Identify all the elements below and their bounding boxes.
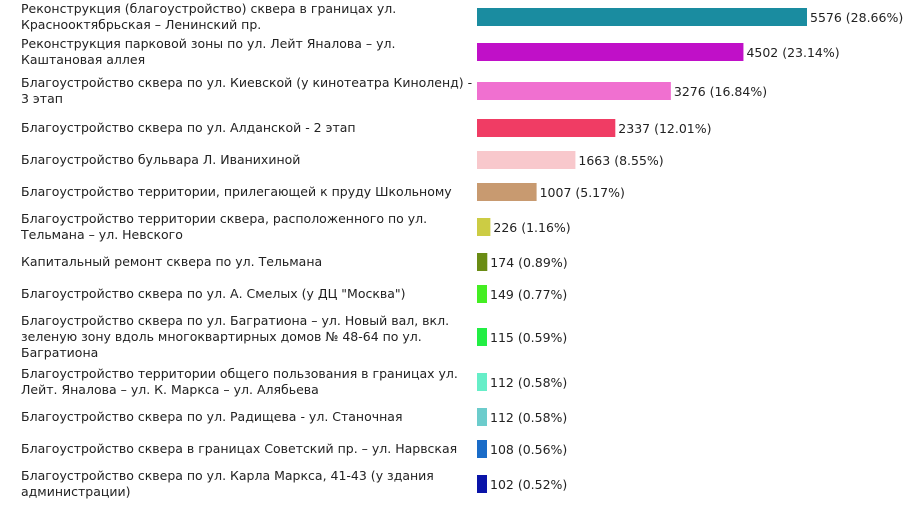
value-label: 115 (0.59%) (490, 330, 567, 345)
value-label: 112 (0.58%) (490, 410, 567, 425)
category-label-line: Тельмана – ул. Невского (20, 227, 183, 242)
bar (477, 119, 616, 137)
category-label: Благоустройство территории сквера, распо… (20, 211, 427, 242)
category-label: Благоустройство сквера в границах Советс… (21, 441, 457, 456)
category-label: Реконструкция парковой зоны по ул. Лейт … (21, 36, 395, 67)
value-label: 108 (0.56%) (490, 442, 567, 457)
bar (477, 328, 487, 346)
value-label: 1663 (8.55%) (578, 153, 663, 168)
category-label-line: Благоустройство сквера по ул. Багратиона… (21, 313, 449, 328)
category-label-line: Благоустройство сквера по ул. А. Смелых … (21, 286, 406, 301)
category-label-line: Багратиона (21, 345, 98, 360)
bar (477, 82, 671, 100)
category-label: Благоустройство сквера по ул. Киевской (… (21, 75, 472, 106)
category-label: Благоустройство сквера по ул. Багратиона… (21, 313, 449, 360)
category-label: Благоустройство бульвара Л. Иванихиной (21, 152, 300, 167)
bar (477, 408, 487, 426)
category-label-line: Благоустройство сквера по ул. Алданской … (21, 120, 356, 135)
category-label-line: Краснооктябрьская – Ленинский пр. (21, 17, 261, 32)
category-label-line: Лейт. Яналова – ул. К. Маркса – ул. Аляб… (21, 382, 319, 397)
bar (477, 151, 576, 169)
category-label-line: Благоустройство территории, прилегающей … (21, 184, 452, 199)
category-label-line: Благоустройство сквера по ул. Киевской (… (21, 75, 472, 90)
value-label: 174 (0.89%) (490, 255, 567, 270)
bar (477, 218, 491, 236)
category-label-line: Благоустройство сквера по ул. Карла Марк… (21, 468, 434, 483)
bar (477, 373, 487, 391)
value-label: 226 (1.16%) (493, 220, 570, 235)
category-label-line: Капитальный ремонт сквера по ул. Тельман… (21, 254, 322, 269)
category-label-line: Благоустройство территории сквера, распо… (21, 211, 427, 226)
bar (477, 253, 488, 271)
category-label-line: Реконструкция (благоустройство) сквера в… (21, 1, 396, 16)
category-label-line: Благоустройство бульвара Л. Иванихиной (21, 152, 300, 167)
category-label-line: Каштановая аллея (21, 52, 145, 67)
category-label: Благоустройство территории общего пользо… (21, 366, 458, 397)
category-label-line: 3 этап (21, 91, 63, 106)
category-label-line: Благоустройство сквера по ул. Радищева -… (21, 409, 403, 424)
category-label: Капитальный ремонт сквера по ул. Тельман… (21, 254, 322, 269)
category-label-line: зеленую зону вдоль многоквартирных домов… (21, 329, 422, 344)
category-label: Благоустройство сквера по ул. Алданской … (21, 120, 356, 135)
value-label: 1007 (5.17%) (540, 185, 625, 200)
bar (477, 43, 744, 61)
category-label: Благоустройство сквера по ул. Карла Марк… (21, 468, 434, 499)
bar (477, 183, 537, 201)
value-label: 2337 (12.01%) (618, 121, 711, 136)
category-label: Благоустройство территории, прилегающей … (21, 184, 452, 199)
category-label: Благоустройство сквера по ул. А. Смелых … (21, 286, 406, 301)
value-label: 149 (0.77%) (490, 287, 567, 302)
category-label-line: Благоустройство территории общего пользо… (21, 366, 458, 381)
category-label: Благоустройство сквера по ул. Радищева -… (21, 409, 403, 424)
value-label: 3276 (16.84%) (674, 84, 767, 99)
value-label: 5576 (28.66%) (810, 10, 903, 25)
bar (477, 440, 487, 458)
value-label: 112 (0.58%) (490, 375, 567, 390)
value-label: 4502 (23.14%) (746, 45, 839, 60)
category-label-line: Реконструкция парковой зоны по ул. Лейт … (21, 36, 395, 51)
category-label-line: Благоустройство сквера в границах Советс… (21, 441, 457, 456)
category-label: Реконструкция (благоустройство) сквера в… (21, 1, 396, 32)
bar (477, 285, 487, 303)
category-label-line: администрации) (21, 484, 131, 499)
value-label: 102 (0.52%) (490, 477, 567, 492)
bar (477, 8, 807, 26)
bar (477, 475, 487, 493)
